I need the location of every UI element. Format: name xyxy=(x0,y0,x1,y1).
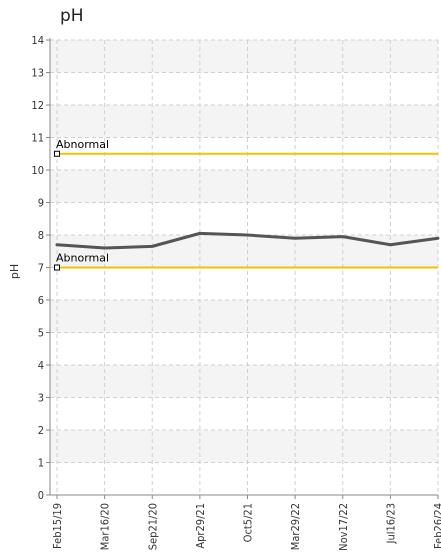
y-tick-label: 8 xyxy=(38,229,44,242)
reference-marker xyxy=(54,150,60,157)
plot-band xyxy=(50,365,438,398)
plot-background-bands xyxy=(50,40,438,495)
x-tick-label: Jul16/23 xyxy=(384,503,397,544)
y-tick-label: 9 xyxy=(38,197,44,210)
reference-lines: Abnormal Abnormal xyxy=(54,138,438,271)
x-tick-label: Mar16/20 xyxy=(99,503,112,550)
reference-label: Abnormal xyxy=(56,252,109,265)
plot-band xyxy=(50,462,438,495)
y-tick-label: 11 xyxy=(31,132,44,145)
chart-title: pH xyxy=(60,6,84,26)
y-tick-label: 14 xyxy=(31,34,44,47)
y-axis-label: pH xyxy=(8,264,21,279)
y-tick-label: 13 xyxy=(31,67,44,80)
plot-band xyxy=(50,170,438,203)
y-tick-label: 5 xyxy=(38,327,44,340)
reference-marker xyxy=(54,264,60,271)
plot-band xyxy=(50,267,438,300)
x-tick-labels: Feb15/19 Mar16/20 Sep21/20 Apr29/21 Oct5/21 M… xyxy=(51,495,441,551)
y-tick-label: 7 xyxy=(38,262,44,275)
series xyxy=(55,231,440,250)
x-tick-label: Apr29/21 xyxy=(194,503,207,549)
x-tick-label: Nov17/22 xyxy=(337,503,350,551)
x-tick-label: Feb26/24 xyxy=(432,503,441,549)
y-tick-label: 6 xyxy=(38,294,44,307)
axes xyxy=(49,38,438,496)
plot-band xyxy=(50,430,438,463)
y-tick-label: 12 xyxy=(31,99,44,112)
plot-band xyxy=(50,332,438,365)
y-tick-label: 3 xyxy=(38,392,44,405)
x-tick-label: Oct5/21 xyxy=(242,503,255,542)
plot-band xyxy=(50,72,438,105)
x-tick-label: Mar29/22 xyxy=(289,503,302,550)
y-tick-label: 2 xyxy=(38,424,44,437)
y-tick-label: 0 xyxy=(38,489,44,502)
plot-band xyxy=(50,105,438,138)
series-line xyxy=(55,231,440,250)
plot-band xyxy=(50,40,438,73)
plot-band xyxy=(50,300,438,333)
gridlines xyxy=(50,39,439,496)
y-tick-label: 1 xyxy=(38,457,44,470)
y-tick-label: 10 xyxy=(31,164,44,177)
y-tick-label: 4 xyxy=(38,359,44,372)
plot-band xyxy=(50,202,438,235)
x-tick-label: Sep21/20 xyxy=(146,503,159,550)
plot-band xyxy=(50,397,438,430)
reference-label: Abnormal xyxy=(56,138,109,151)
x-tick-label: Feb15/19 xyxy=(51,503,64,549)
